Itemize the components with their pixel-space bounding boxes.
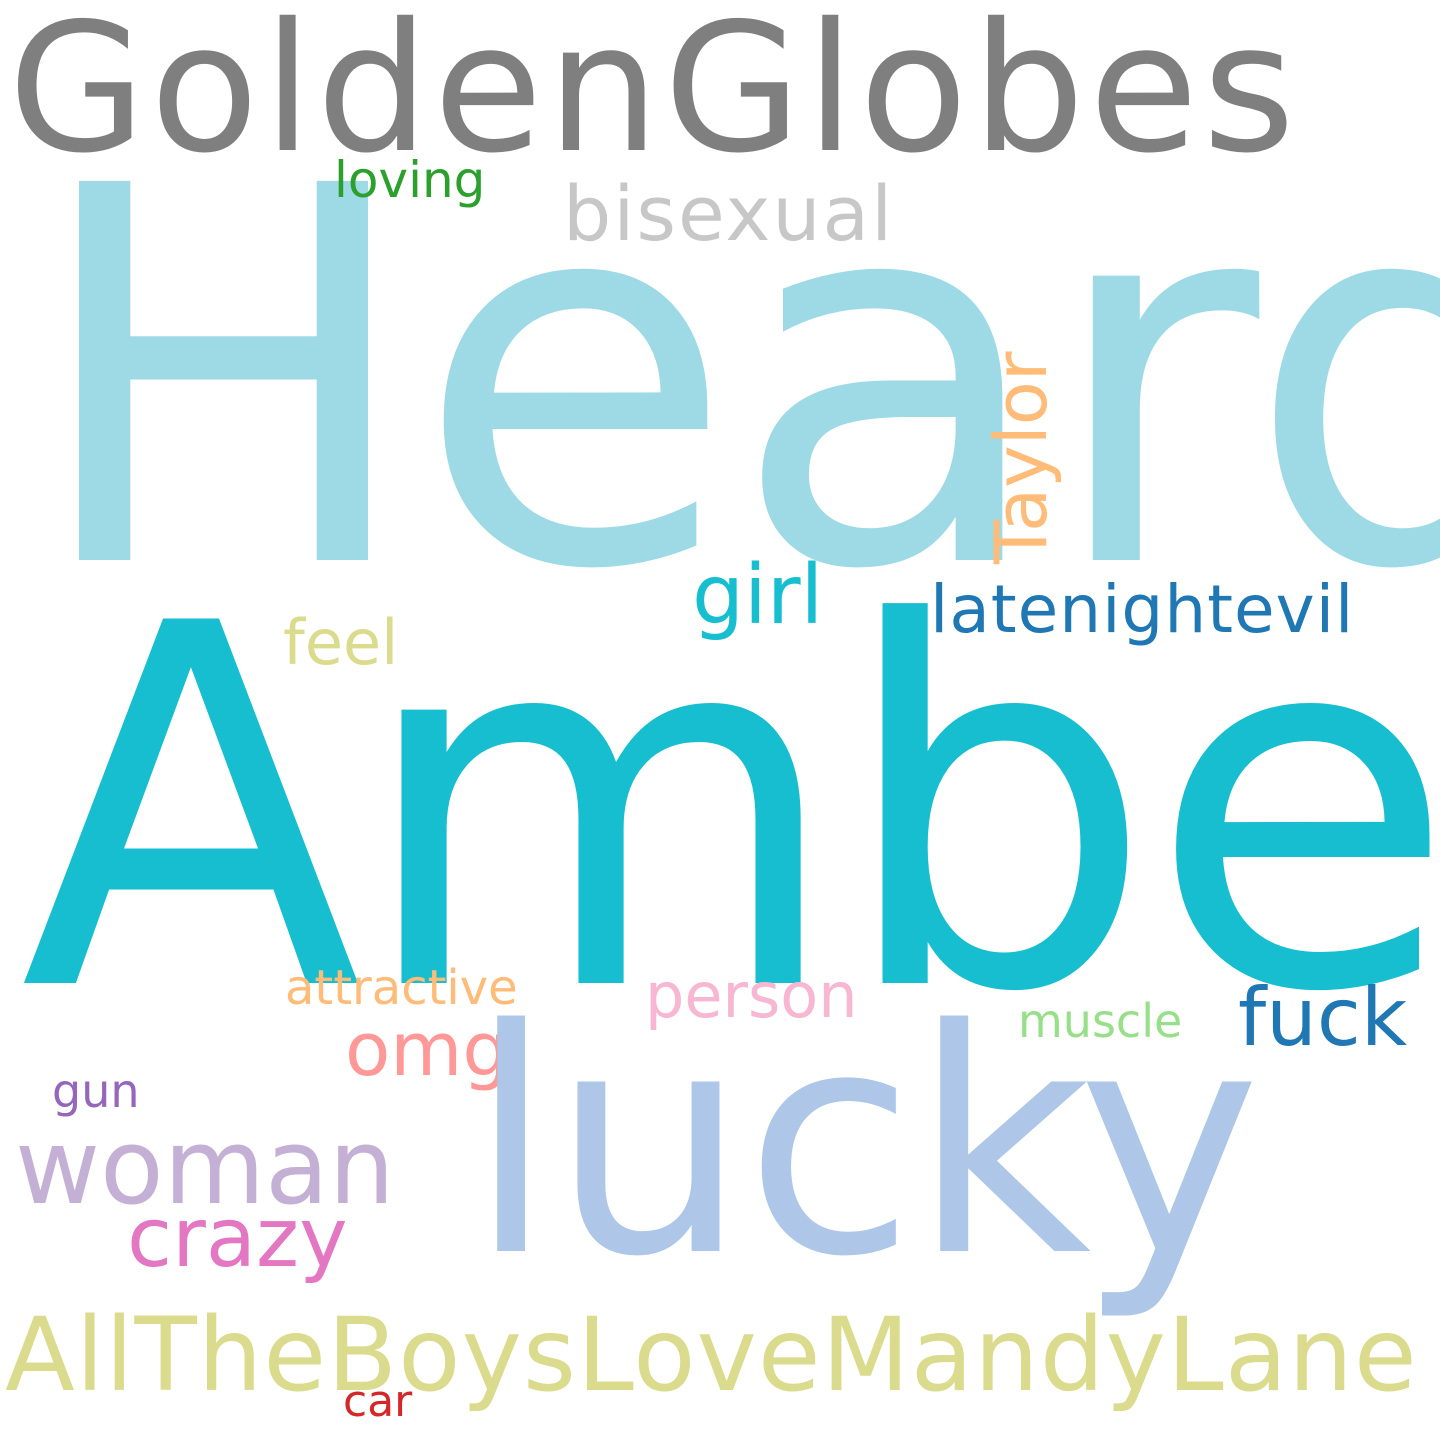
- word-heard: Heard: [28, 77, 1440, 683]
- word-loving: loving: [334, 151, 486, 209]
- word-girl: girl: [692, 548, 824, 643]
- word-woman: woman: [15, 1106, 395, 1228]
- word-lucky: lucky: [468, 964, 1261, 1325]
- word-attractive: attractive: [285, 960, 518, 1016]
- word-bisexual: bisexual: [563, 169, 895, 258]
- word-muscle: muscle: [1018, 994, 1183, 1048]
- word-person: person: [645, 959, 858, 1032]
- word-crazy: crazy: [127, 1191, 348, 1286]
- word-gun: gun: [52, 1064, 140, 1118]
- word-feel: feel: [283, 606, 399, 679]
- word-car: car: [343, 1376, 413, 1427]
- word-goldenglobes: GoldenGlobes: [8, 0, 1300, 192]
- word-amber: Amber: [20, 519, 1440, 1101]
- word-latenightevil: latenightevil: [930, 571, 1355, 648]
- word-omg: omg: [345, 1007, 510, 1093]
- word-alltheboyslovemandylane: AllTheBoysLoveMandyLane: [5, 1296, 1418, 1415]
- word-fuck: fuck: [1238, 971, 1408, 1064]
